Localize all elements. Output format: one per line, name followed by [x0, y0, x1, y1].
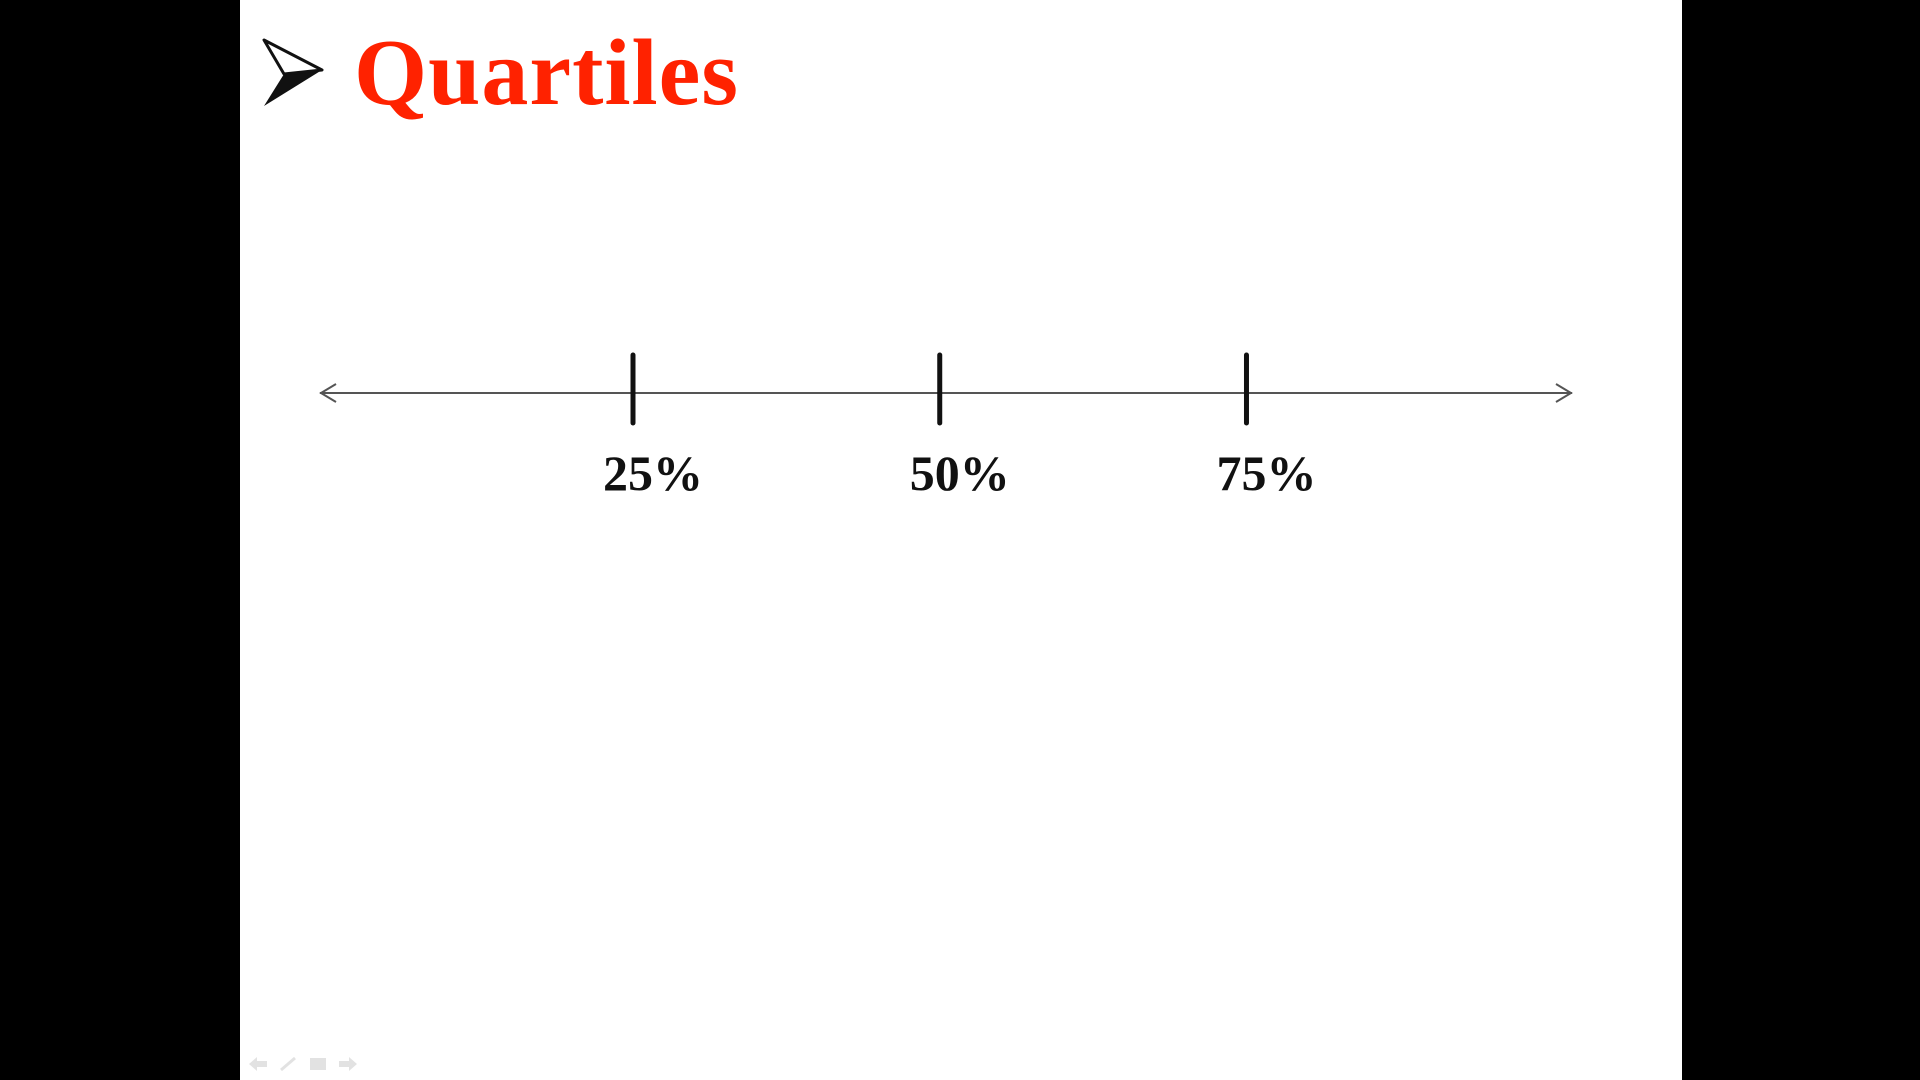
previous-icon[interactable]	[248, 1056, 268, 1072]
tick-group: 25% 50% 75%	[603, 352, 1316, 501]
pen-icon[interactable]	[278, 1056, 298, 1072]
next-icon[interactable]	[338, 1056, 358, 1072]
slide: Quartiles 25% 50% 75%	[240, 0, 1682, 1080]
slide-title: Quartiles	[354, 21, 739, 125]
arrowhead-bullet-icon	[262, 38, 324, 106]
number-line: 25% 50% 75%	[319, 352, 1573, 501]
tick-label-0: 25%	[603, 445, 703, 501]
right-arrow-icon	[1555, 383, 1573, 403]
left-arrow-icon	[319, 383, 337, 403]
slideshow-toolbar	[248, 1056, 358, 1072]
tick-label-1: 50%	[910, 445, 1010, 501]
menu-icon[interactable]	[308, 1056, 328, 1072]
title-row: Quartiles	[262, 18, 739, 128]
tick-label-2: 75%	[1216, 445, 1316, 501]
